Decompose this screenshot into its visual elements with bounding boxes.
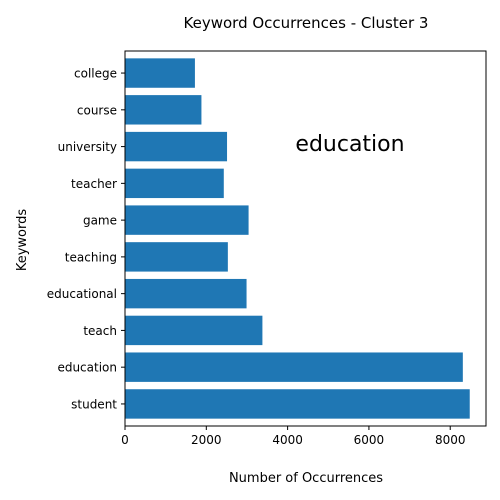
bar-teacher	[125, 168, 224, 199]
bar-student	[125, 389, 470, 419]
bar-education	[125, 352, 463, 382]
y-tick-label: teaching	[65, 250, 117, 264]
y-tick-label: university	[58, 140, 117, 154]
y-tick-label: teacher	[71, 177, 117, 191]
y-tick-label: educational	[47, 287, 117, 301]
y-tick-label: teach	[83, 324, 117, 338]
y-tick-label: education	[57, 361, 117, 375]
bar-college	[125, 58, 195, 88]
bar-teaching	[125, 242, 228, 272]
bar-teach	[125, 315, 263, 346]
bar-university	[125, 131, 228, 162]
bar-educational	[125, 278, 247, 309]
x-tick-label: 4000	[272, 433, 303, 447]
bars-group	[125, 58, 470, 419]
y-tick-label: course	[77, 103, 117, 117]
x-axis-label: Number of Occurrences	[229, 471, 383, 486]
x-tick-label: 2000	[191, 433, 222, 447]
chart-title: Keyword Occurrences - Cluster 3	[184, 14, 429, 32]
x-tick-label: 8000	[435, 433, 466, 447]
plot-frame	[124, 50, 487, 427]
y-tick-label: student	[71, 397, 117, 411]
y-tick-labels: student education teach educational teaching…	[47, 67, 125, 411]
bar-course	[125, 95, 202, 125]
y-tick-label: college	[74, 67, 117, 81]
x-tick-label: 6000	[354, 433, 385, 447]
annotation-label: education	[295, 132, 404, 157]
x-tick-label: 0	[121, 433, 129, 447]
y-axis-label: Keywords	[15, 209, 30, 272]
x-tick-labels: 0 2000 4000 6000 8000	[121, 426, 465, 447]
y-tick-label: game	[83, 214, 117, 228]
bar-game	[125, 205, 249, 235]
